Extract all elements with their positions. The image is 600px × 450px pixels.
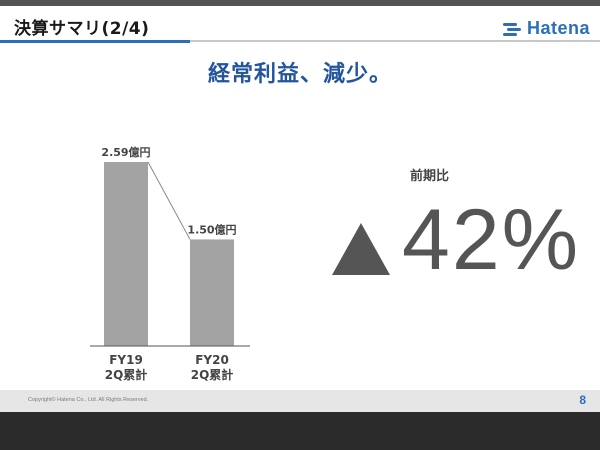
yoy-value: 42 <box>402 191 502 288</box>
triangle-up-icon <box>332 223 390 275</box>
yoy-label: 前期比 <box>410 169 450 184</box>
slide-header: 決算サマリ(2/4) Hatena <box>0 6 600 42</box>
connector-line <box>147 161 191 240</box>
top-bar <box>0 0 600 6</box>
category-label-1-line-2: 2Q累計 <box>105 367 148 382</box>
slide-footer: Copyright© Hatena Co., Ltd. All Rights R… <box>0 390 600 412</box>
bar-2 <box>190 239 234 346</box>
logo-text: Hatena <box>526 18 590 38</box>
data-label-2: 1.50億円 <box>187 222 236 236</box>
hatena-logo-icon <box>502 22 521 36</box>
header-accent-line <box>0 40 190 43</box>
category-label-2-line-1: FY20 <box>195 353 229 367</box>
headline: 経常利益、減少。 <box>207 62 392 87</box>
bottom-band <box>0 412 600 450</box>
hatena-logo: Hatena <box>501 18 590 39</box>
category-label-1-line-1: FY19 <box>109 353 143 367</box>
data-label-1: 2.59億円 <box>101 145 150 159</box>
copyright-text: Copyright© Hatena Co., Ltd. All Rights R… <box>28 397 149 403</box>
yoy-change: 42 % <box>332 190 578 290</box>
page-number: 8 <box>579 393 586 407</box>
category-label-2-line-2: 2Q累計 <box>191 367 234 382</box>
yoy-unit: % <box>501 191 579 288</box>
bar-1 <box>104 162 148 346</box>
header-divider <box>0 40 600 42</box>
slide-title: 決算サマリ(2/4) <box>14 19 150 39</box>
